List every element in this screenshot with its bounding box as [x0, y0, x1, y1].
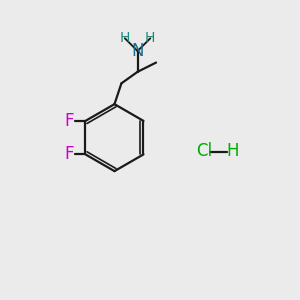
Text: F: F — [64, 146, 74, 164]
Text: H: H — [145, 31, 155, 45]
Text: N: N — [131, 42, 144, 60]
Text: F: F — [64, 112, 74, 130]
Text: H: H — [120, 31, 130, 45]
Text: Cl: Cl — [196, 142, 213, 160]
Text: H: H — [226, 142, 239, 160]
